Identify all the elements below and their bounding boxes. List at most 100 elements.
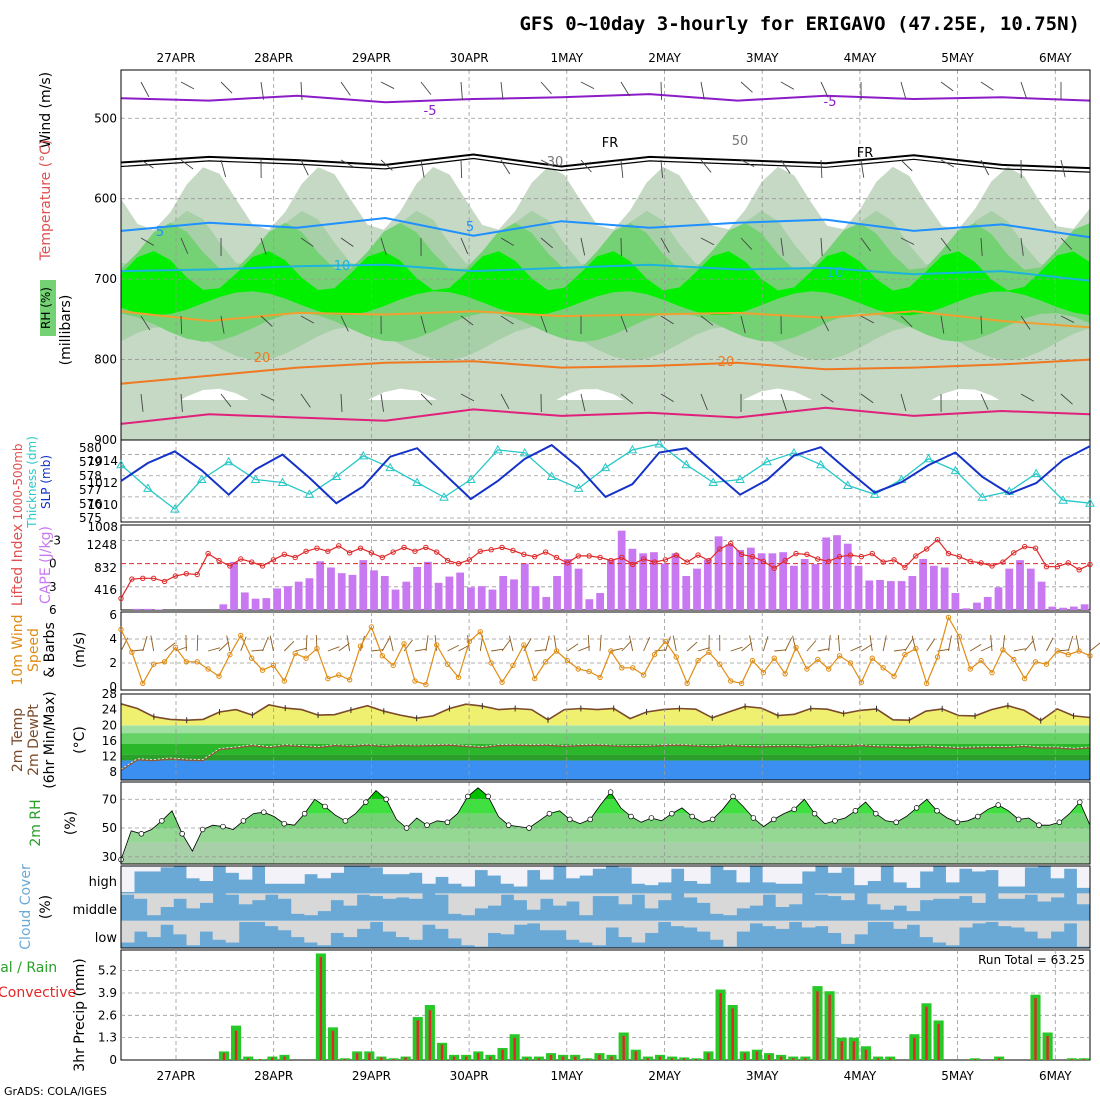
wind-speed-point bbox=[346, 677, 353, 683]
cape-bar bbox=[467, 587, 475, 610]
cloud-cell bbox=[1076, 893, 1091, 905]
date-label: 5MAY bbox=[941, 51, 974, 65]
cape-bar bbox=[477, 586, 486, 610]
wind-barb bbox=[1067, 636, 1074, 652]
wind-speed-point bbox=[978, 657, 984, 664]
wind-barb bbox=[180, 159, 194, 170]
wind-speed-point bbox=[292, 650, 298, 657]
cape-bar bbox=[746, 547, 755, 610]
cloud-cell bbox=[657, 893, 672, 901]
temp-band bbox=[121, 743, 1090, 755]
temp-area bbox=[121, 703, 1090, 726]
cloud-cell bbox=[605, 920, 619, 928]
lifted-index-point bbox=[891, 557, 897, 563]
tick-label: low bbox=[95, 931, 118, 946]
cloud-cell bbox=[278, 920, 292, 931]
cloud-cell bbox=[945, 893, 960, 899]
wind-speed-line bbox=[120, 615, 1091, 686]
panel-10m-wind: 6 4 2 0 10m Wind Speed & Barbs (m/s) bbox=[10, 608, 1100, 694]
cape-bar bbox=[445, 576, 454, 610]
cloud-cell bbox=[238, 866, 253, 880]
wind-barb bbox=[180, 393, 183, 412]
lifted-index-point bbox=[825, 558, 832, 565]
precip-convective-bar bbox=[925, 1006, 928, 1060]
cloud-cell bbox=[945, 920, 960, 946]
thickness-point bbox=[143, 483, 153, 492]
wind-barb bbox=[784, 637, 793, 652]
wind-barb bbox=[740, 81, 753, 93]
date-label: 27APR bbox=[156, 51, 195, 65]
thickness-point bbox=[439, 492, 449, 501]
temp-contour-15 bbox=[120, 310, 1091, 329]
wind-barb bbox=[283, 641, 295, 652]
cloud-cell bbox=[1011, 920, 1025, 928]
wind-barb bbox=[780, 393, 787, 411]
cape-bar bbox=[1080, 604, 1089, 610]
wind-barb bbox=[180, 81, 195, 90]
cape-bar bbox=[520, 563, 529, 610]
lifted-index-point bbox=[532, 553, 538, 560]
temp-contour-25 bbox=[120, 406, 1091, 425]
lifted-index-point bbox=[161, 578, 168, 585]
wind-speed-point bbox=[597, 674, 603, 681]
cloud-cell bbox=[448, 920, 462, 939]
cloud-cell bbox=[893, 893, 908, 906]
rh-point bbox=[505, 822, 512, 828]
cloud-cell bbox=[684, 920, 698, 928]
precip-convective-bar bbox=[283, 1056, 286, 1060]
cape-bar bbox=[413, 566, 421, 610]
lifted-index-point bbox=[357, 545, 364, 551]
wind-barb bbox=[226, 635, 231, 652]
precip-convective-bar bbox=[997, 1058, 1001, 1060]
wind-speed-point bbox=[706, 649, 712, 655]
cape-bar bbox=[886, 581, 895, 610]
wind-barb bbox=[260, 81, 265, 100]
wind-barb bbox=[338, 643, 350, 652]
cloud-cell bbox=[657, 920, 672, 923]
cloud-cell bbox=[291, 866, 305, 884]
lifted-index-point bbox=[118, 595, 124, 602]
cape-bar bbox=[757, 553, 766, 610]
lifted-index-point bbox=[869, 550, 875, 557]
wind-speed-point bbox=[521, 642, 527, 648]
wind-barb bbox=[340, 159, 355, 168]
wind-barb bbox=[460, 315, 474, 326]
wind-speed-point bbox=[684, 680, 690, 687]
wind-barb bbox=[220, 159, 227, 178]
date-label: 4MAY bbox=[844, 1069, 877, 1083]
lifted-index-point bbox=[630, 561, 636, 568]
cape-bar bbox=[628, 548, 637, 610]
cloud-cell bbox=[684, 866, 698, 882]
cloud-cell bbox=[723, 920, 737, 947]
rh-point bbox=[342, 818, 349, 824]
precip-convective-bar bbox=[222, 1053, 226, 1060]
wind-barb bbox=[780, 81, 795, 90]
rh-point bbox=[281, 820, 287, 827]
cloud-cell bbox=[382, 866, 397, 875]
wind-speed-point bbox=[390, 662, 396, 669]
lifted-index-point bbox=[662, 557, 669, 563]
tick-label: 5.2 bbox=[98, 964, 117, 978]
wind-barb bbox=[850, 645, 863, 652]
rh-band bbox=[121, 813, 1090, 829]
cloud-cell bbox=[199, 920, 214, 932]
lifted-index-point bbox=[858, 553, 865, 560]
cloud-cell bbox=[998, 920, 1012, 927]
rh-point bbox=[199, 826, 206, 833]
cloud-cell bbox=[566, 920, 580, 940]
thickness-point bbox=[492, 444, 503, 454]
axis-label: (°C) bbox=[72, 726, 88, 754]
precip-convective-bar bbox=[343, 1059, 347, 1060]
rh-point bbox=[607, 789, 614, 795]
wind-barb bbox=[620, 81, 631, 97]
wind-barb bbox=[500, 315, 514, 325]
wind-speed-point bbox=[499, 679, 505, 685]
thickness-point bbox=[546, 471, 557, 481]
lifted-index-point bbox=[1087, 561, 1093, 568]
wind-barb bbox=[980, 645, 993, 652]
temp-line bbox=[120, 703, 1091, 722]
thickness-point bbox=[169, 504, 180, 513]
wind-barb bbox=[900, 159, 913, 172]
wind-speed-point bbox=[782, 671, 788, 677]
